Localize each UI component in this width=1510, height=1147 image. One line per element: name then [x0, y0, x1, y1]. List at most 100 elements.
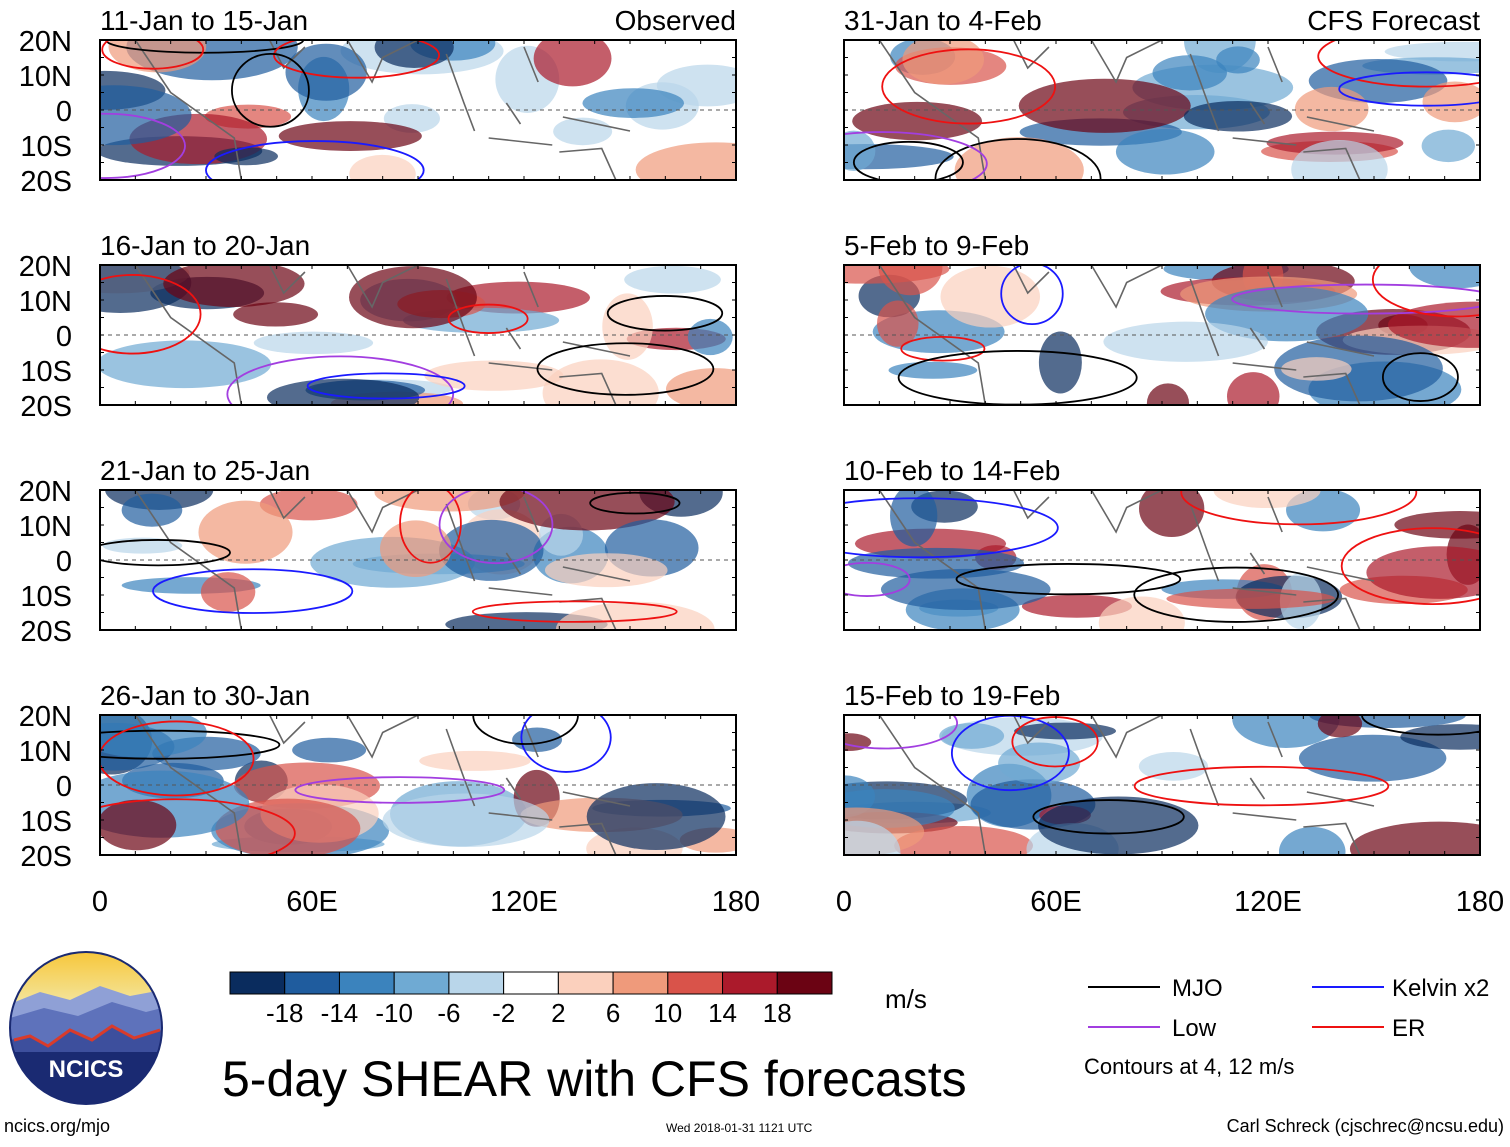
shear-anomaly-area	[1216, 46, 1260, 74]
shear-anomaly-area	[1409, 265, 1480, 289]
coastline	[878, 40, 1375, 180]
shear-anomaly-area	[890, 490, 938, 547]
shear-anomaly-area	[1183, 100, 1293, 132]
x-tick-label: 60E	[1030, 886, 1082, 918]
y-tick-label: 0	[56, 321, 72, 353]
shear-anomaly-area	[100, 715, 207, 758]
panel-title: 21-Jan to 25-Jan	[100, 455, 310, 486]
column-label: CFS Forecast	[1307, 5, 1480, 36]
panel-title: 15-Feb to 19-Feb	[844, 680, 1060, 711]
contour-line	[100, 539, 231, 567]
x-tick-label: 120E	[1234, 886, 1302, 918]
contour-line	[955, 563, 1182, 596]
shear-anomaly-area	[902, 40, 984, 85]
colorbar-tick-label: 18	[763, 998, 792, 1028]
shear-anomaly-area	[1349, 821, 1480, 855]
shear-anomaly-area	[512, 727, 563, 752]
shear-anomaly-area	[1103, 321, 1268, 362]
contour-line	[152, 568, 354, 614]
shear-anomaly-area	[266, 378, 420, 405]
y-tick-label: 20S	[20, 841, 72, 873]
shear-anomaly-area	[586, 783, 726, 851]
shear-anomaly-area	[1038, 796, 1199, 855]
x-tick-label: 180	[1456, 886, 1504, 918]
colorbar-segment	[776, 971, 833, 995]
x-tick-label: 180	[712, 886, 760, 918]
shear-anomaly-area	[624, 265, 721, 294]
map-panel: 11-Jan to 15-Jan Observed	[99, 5, 737, 181]
shear-anomaly-area	[635, 142, 736, 180]
colorbar-tick-label: 14	[708, 998, 737, 1028]
contour-line	[438, 490, 554, 565]
shear-anomaly-area	[542, 359, 659, 405]
contour-line	[844, 131, 988, 180]
shear-anomaly-area	[1139, 490, 1205, 537]
shear-anomaly-area	[253, 331, 374, 355]
shear-anomaly-area	[349, 154, 416, 180]
y-tick-label: 10N	[19, 511, 72, 543]
logo-text: NCICS	[49, 1056, 124, 1083]
shear-anomaly-area	[1421, 129, 1476, 163]
panel-title: 5-Feb to 9-Feb	[844, 230, 1029, 261]
y-tick-label: 20S	[20, 166, 72, 198]
contour-line	[934, 138, 1102, 180]
contour-line	[536, 342, 715, 396]
shear-anomaly-area	[1138, 751, 1209, 781]
colorbar-segment	[503, 971, 559, 995]
panel-title: 26-Jan to 30-Jan	[100, 680, 310, 711]
contour-line	[100, 729, 281, 760]
shear-anomaly-area	[1294, 86, 1369, 132]
contour-note: Contours at 4, 12 m/s	[1084, 1054, 1294, 1079]
shear-anomaly-area	[374, 490, 525, 512]
shear-anomaly-area	[285, 43, 367, 101]
shear-anomaly-area	[544, 553, 668, 588]
shear-anomaly-area	[665, 368, 736, 405]
y-tick-label: 0	[56, 771, 72, 803]
contour-line	[1032, 799, 1185, 835]
shear-anomaly-area	[533, 40, 612, 87]
shear-anomaly-area	[1384, 41, 1480, 62]
shear-anomaly-area	[1422, 81, 1480, 123]
contour-line	[1317, 40, 1480, 88]
shear-anomaly-area	[1291, 140, 1388, 180]
shear-anomaly-area	[424, 360, 564, 391]
shear-anomaly-area	[100, 799, 177, 851]
shear-anomaly-area	[1018, 78, 1191, 133]
shear-anomaly-area	[1115, 129, 1215, 175]
contour-line	[1011, 716, 1099, 768]
colorbar-tick-label: -10	[375, 998, 413, 1028]
y-tick-label: 0	[56, 546, 72, 578]
colorbar-segment	[557, 971, 614, 995]
contour-line	[1000, 265, 1064, 326]
contour-line	[101, 40, 205, 70]
shear-anomaly-area	[382, 793, 550, 848]
contour-line	[1231, 283, 1480, 315]
map-panel: 15-Feb to 19-Feb	[843, 680, 1481, 856]
shear-anomaly-area	[499, 490, 675, 531]
shear-anomaly-area	[894, 826, 1033, 855]
contour-line	[399, 490, 462, 564]
coastline	[878, 265, 1375, 405]
shear-anomaly-area	[844, 820, 901, 855]
y-tick-label: 10S	[20, 131, 72, 163]
y-tick-label: 20S	[20, 616, 72, 648]
contour-line	[447, 303, 529, 334]
contour-line	[1180, 490, 1418, 526]
shear-anomaly-area	[374, 40, 454, 68]
contour-line	[606, 295, 724, 332]
shear-anomaly-area	[278, 121, 422, 151]
website-link[interactable]: ncics.org/mjo	[4, 1116, 110, 1136]
y-tick-label: 10N	[19, 286, 72, 318]
legend-label-er: ER	[1392, 1015, 1425, 1042]
shear-anomaly-area	[940, 265, 1041, 328]
shear-anomaly-area	[582, 88, 684, 118]
panel-title: 31-Jan to 4-Feb	[844, 5, 1042, 36]
colorbar-segment	[667, 971, 724, 995]
shear-anomaly-area	[954, 137, 1084, 180]
shear-anomaly-area	[1205, 286, 1369, 342]
x-tick-label: 120E	[490, 886, 558, 918]
colorbar-tick-label: 2	[551, 998, 565, 1028]
contour-line	[231, 52, 310, 128]
contour-line	[881, 48, 1057, 125]
